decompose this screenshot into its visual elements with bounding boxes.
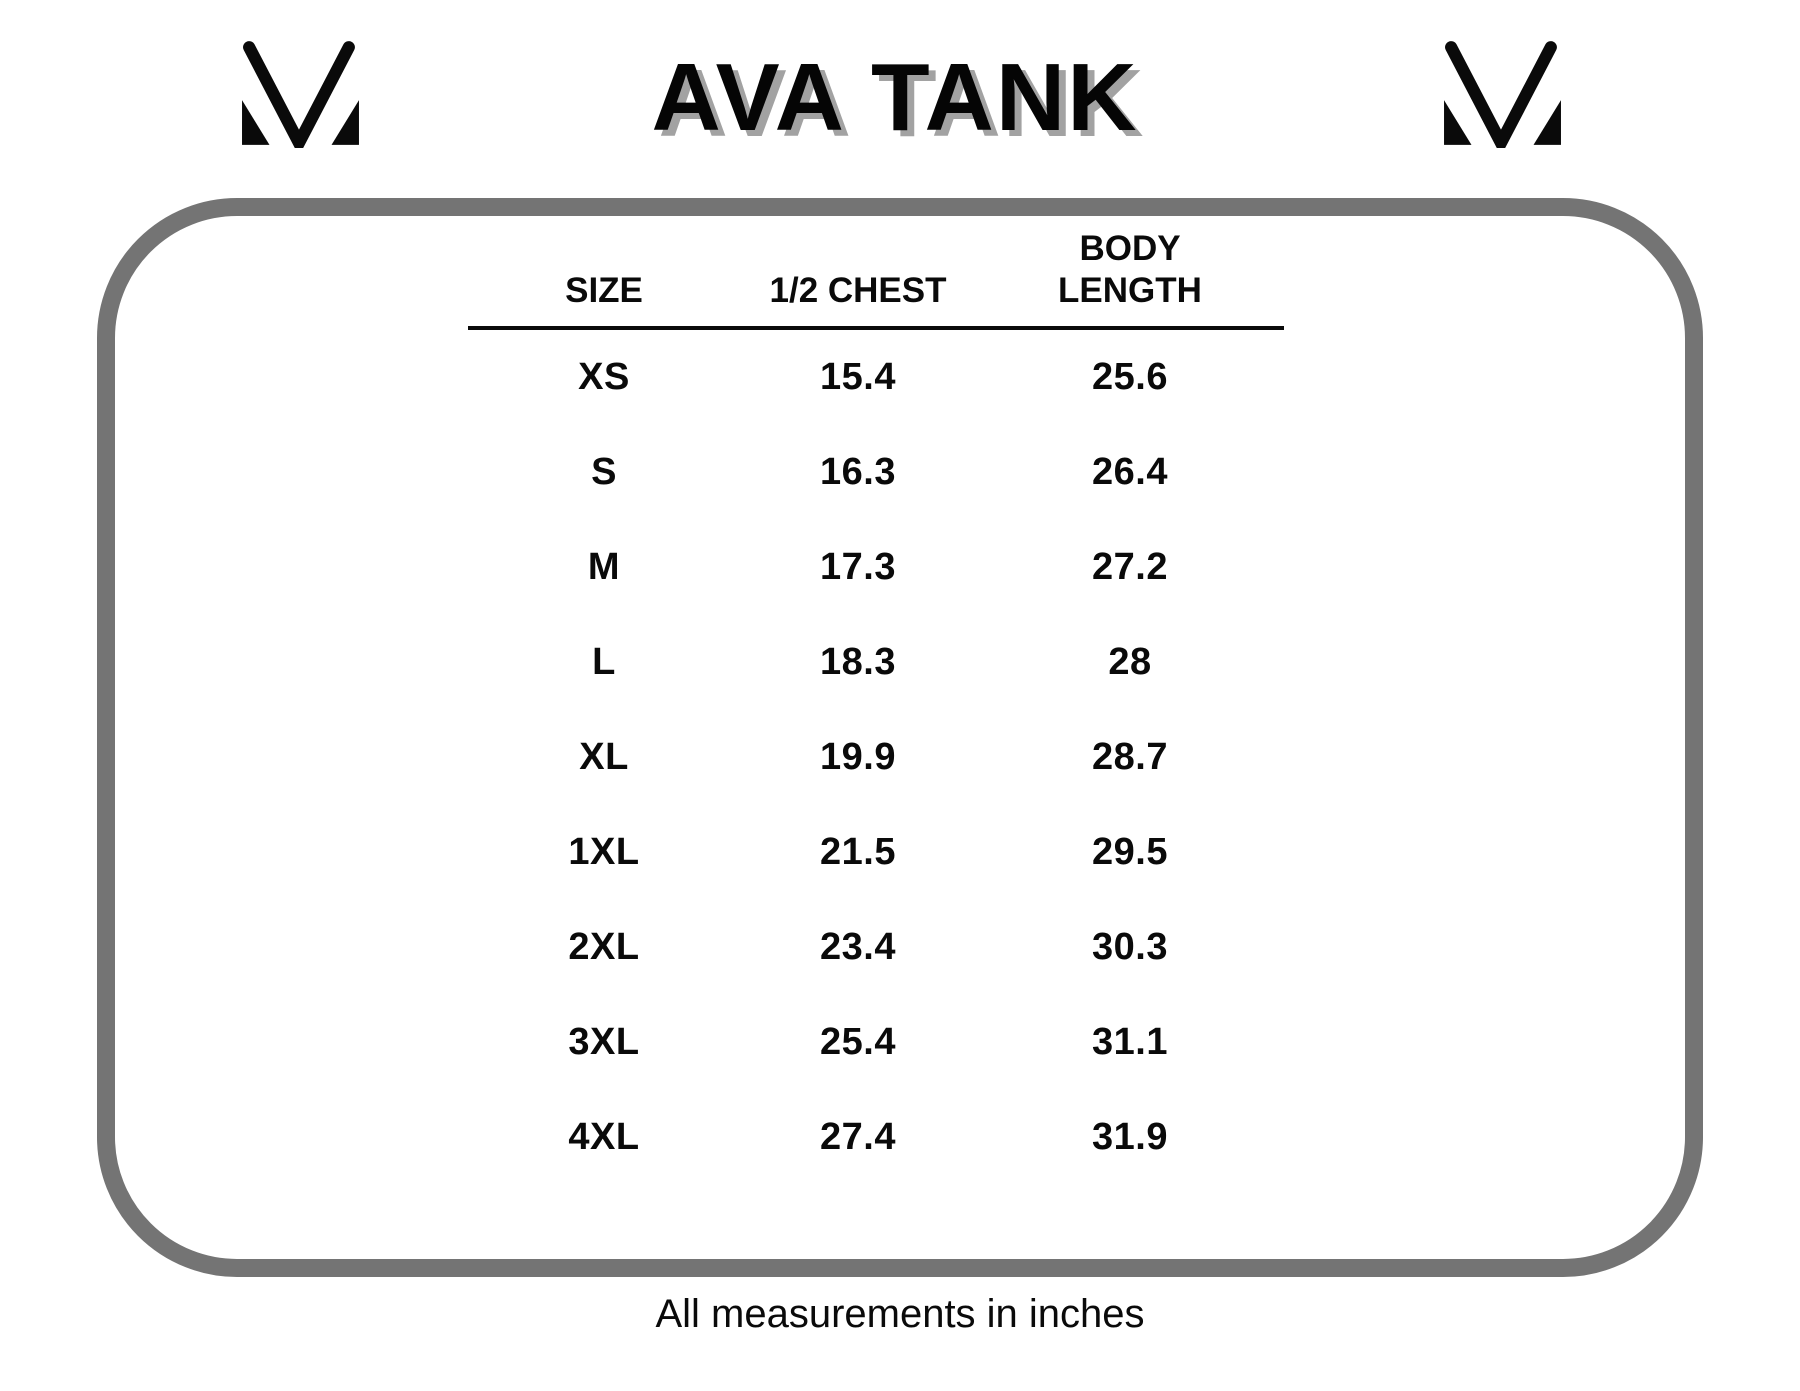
- m-logo-icon: [1443, 38, 1562, 148]
- column-header-size: SIZE: [565, 271, 643, 310]
- table-row: 2XL 23.4 30.3: [468, 900, 1284, 995]
- half-chest-cell: 23.4: [820, 926, 896, 968]
- table-row: 1XL 21.5 29.5: [468, 805, 1284, 900]
- half-chest-cell: 25.4: [820, 1021, 896, 1063]
- half-chest-cell: 18.3: [820, 641, 896, 683]
- body-length-cell: 28.7: [1092, 736, 1168, 778]
- size-cell: 3XL: [568, 1021, 640, 1063]
- brand-logo-right: [1443, 38, 1562, 148]
- table-row: XL 19.9 28.7: [468, 710, 1284, 805]
- half-chest-cell: 16.3: [820, 451, 896, 493]
- table-header-row: SIZE 1/2 CHEST BODY LENGTH: [468, 212, 1284, 330]
- body-length-cell: 30.3: [1092, 926, 1168, 968]
- table-row: XS 15.4 25.6: [468, 330, 1284, 425]
- m-logo-icon: [241, 38, 360, 148]
- size-cell: XL: [579, 736, 629, 778]
- size-cell: 1XL: [568, 831, 640, 873]
- size-cell: 2XL: [568, 926, 640, 968]
- body-length-cell: 26.4: [1092, 451, 1168, 493]
- measurements-footnote: All measurements in inches: [655, 1292, 1145, 1336]
- body-length-cell: 31.9: [1092, 1116, 1168, 1158]
- table-row: 4XL 27.4 31.9: [468, 1090, 1284, 1185]
- half-chest-cell: 17.3: [820, 546, 896, 588]
- column-header-half-chest: 1/2 CHEST: [769, 271, 947, 310]
- body-length-cell: 25.6: [1092, 356, 1168, 398]
- half-chest-cell: 15.4: [820, 356, 896, 398]
- size-cell: L: [592, 641, 616, 683]
- half-chest-cell: 27.4: [820, 1116, 896, 1158]
- table-row: L 18.3 28: [468, 615, 1284, 710]
- half-chest-cell: 21.5: [820, 831, 896, 873]
- body-length-cell: 29.5: [1092, 831, 1168, 873]
- half-chest-cell: 19.9: [820, 736, 896, 778]
- size-chart-frame: [97, 198, 1703, 1277]
- body-length-cell: 27.2: [1092, 546, 1168, 588]
- brand-logo-left: [241, 38, 360, 148]
- table-row: 3XL 25.4 31.1: [468, 995, 1284, 1090]
- table-body: XS 15.4 25.6 S 16.3 26.4 M 17.3 27.2 L 1…: [468, 330, 1284, 1185]
- size-cell: S: [591, 451, 617, 493]
- page-title: AVA TANK: [651, 44, 1139, 151]
- table-row: M 17.3 27.2: [468, 520, 1284, 615]
- size-cell: M: [587, 546, 621, 588]
- size-table: SIZE 1/2 CHEST BODY LENGTH XS 15.4 25.6 …: [468, 212, 1284, 1185]
- body-length-cell: 31.1: [1092, 1021, 1168, 1063]
- size-cell: 4XL: [568, 1116, 640, 1158]
- column-header-body-length: BODY LENGTH: [1058, 229, 1202, 310]
- body-length-cell: 28: [1108, 641, 1152, 683]
- size-cell: XS: [578, 356, 630, 398]
- table-row: S 16.3 26.4: [468, 425, 1284, 520]
